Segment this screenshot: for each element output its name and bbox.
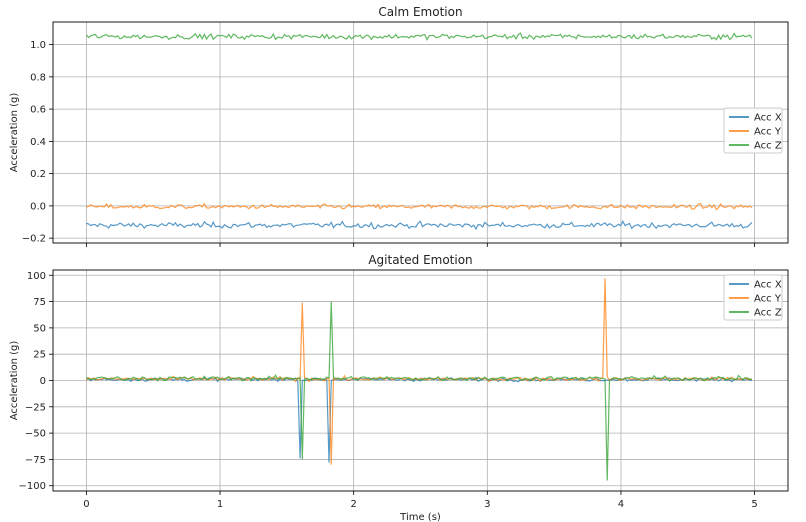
legend-label: Acc Z bbox=[754, 141, 782, 152]
y-tick-label: 25 bbox=[33, 350, 46, 361]
y-tick-label: 0.2 bbox=[30, 169, 46, 180]
series-line-acc-x bbox=[86, 376, 752, 463]
series-line-acc-z bbox=[85, 32, 753, 41]
x-tick-label: 5 bbox=[751, 499, 757, 510]
x-tick-label: 0 bbox=[83, 499, 89, 510]
y-tick-label: −100 bbox=[19, 481, 46, 492]
y-tick-label: −50 bbox=[25, 429, 46, 440]
y-axis-label: Acceleration (g) bbox=[9, 341, 20, 421]
y-tick-label: 0.8 bbox=[30, 72, 46, 83]
series-line-acc-y bbox=[86, 202, 753, 211]
y-tick-label: −25 bbox=[25, 402, 46, 413]
y-tick-label: 100 bbox=[27, 271, 46, 282]
x-tick-label: 4 bbox=[618, 499, 624, 510]
legend-label: Acc Y bbox=[754, 294, 782, 305]
legend: Acc X Acc Y Acc Z bbox=[723, 107, 783, 154]
chart-title: Calm Emotion bbox=[378, 5, 462, 19]
series-line-acc-x bbox=[86, 220, 753, 231]
x-tick-label: 2 bbox=[350, 499, 356, 510]
y-tick-label: 50 bbox=[33, 323, 46, 334]
legend-label: Acc Z bbox=[754, 308, 782, 319]
chart-title: Agitated Emotion bbox=[368, 253, 472, 267]
y-tick-label: −75 bbox=[25, 455, 46, 466]
y-tick-label: 0.4 bbox=[30, 137, 46, 148]
y-tick-label: 0.6 bbox=[30, 105, 46, 116]
y-tick-label: 0 bbox=[40, 376, 46, 387]
x-tick-label: 1 bbox=[217, 499, 223, 510]
legend-label: Acc X bbox=[754, 280, 782, 291]
x-axis-label: Time (s) bbox=[399, 512, 441, 522]
legend-box bbox=[723, 274, 783, 321]
x-tick-label: 3 bbox=[484, 499, 490, 510]
calm-panel: −0.2 0.0 0.2 0.4 0.6 0.8 1.0 Calm Emotion Accele… bbox=[9, 5, 789, 247]
agitated-panel: 0 1 2 3 4 5 −100 −75 −50 −25 0 25 50 75 100 Agitated Em… bbox=[9, 253, 789, 522]
series-line-acc-z bbox=[86, 301, 753, 481]
y-tick-label: 1.0 bbox=[30, 40, 46, 51]
legend-label: Acc X bbox=[754, 113, 782, 124]
legend: Acc X Acc Y Acc Z bbox=[723, 274, 783, 321]
y-tick-label: 0.0 bbox=[30, 201, 46, 212]
legend-label: Acc Y bbox=[754, 127, 782, 138]
legend-box bbox=[723, 107, 783, 154]
series-line-acc-y bbox=[85, 278, 753, 465]
axes-frame bbox=[52, 21, 789, 244]
y-tick-label: 75 bbox=[33, 297, 46, 308]
y-tick-label: −0.2 bbox=[22, 234, 46, 245]
y-axis-label: Acceleration (g) bbox=[9, 93, 20, 173]
